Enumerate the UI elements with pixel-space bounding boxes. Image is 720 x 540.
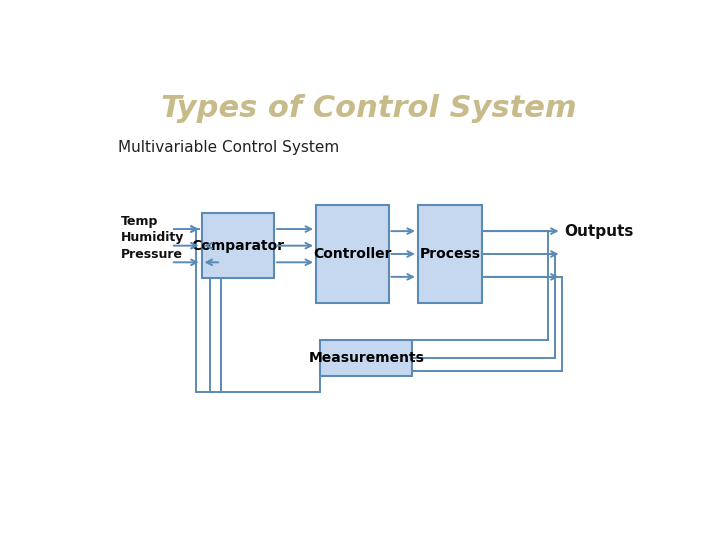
Text: Temp: Temp — [121, 215, 158, 228]
Text: Measurements: Measurements — [308, 351, 424, 365]
Text: Pressure: Pressure — [121, 248, 183, 261]
FancyBboxPatch shape — [316, 205, 389, 303]
FancyBboxPatch shape — [418, 205, 482, 303]
Text: Comparator: Comparator — [192, 239, 284, 253]
Text: Types of Control System: Types of Control System — [161, 94, 577, 123]
Text: Process: Process — [420, 247, 480, 261]
FancyBboxPatch shape — [320, 340, 413, 376]
Text: Controller: Controller — [313, 247, 392, 261]
FancyBboxPatch shape — [202, 213, 274, 278]
Text: Outputs: Outputs — [564, 224, 634, 239]
Text: Multivariable Control System: Multivariable Control System — [118, 140, 339, 156]
Text: Humidity: Humidity — [121, 232, 184, 245]
